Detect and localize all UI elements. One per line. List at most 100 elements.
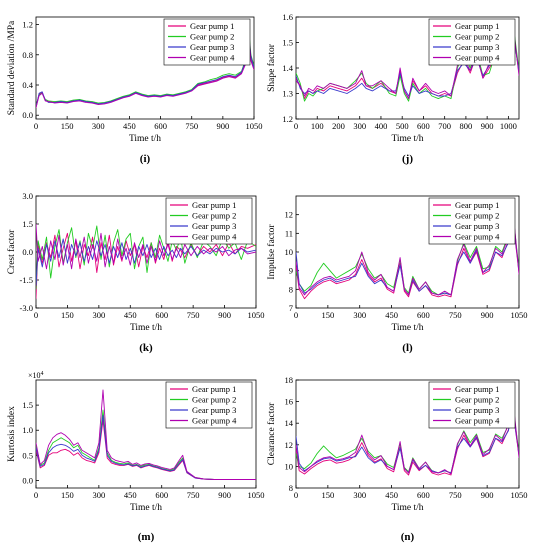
series-group — [36, 389, 256, 480]
y-tick-label: 10 — [285, 247, 294, 257]
x-tick-label: 900 — [218, 310, 231, 320]
x-tick-label: 900 — [216, 121, 229, 131]
panel-caption: (k) — [139, 342, 153, 354]
x-tick-label: 900 — [481, 310, 494, 320]
x-tick-label: 600 — [417, 121, 430, 131]
series-line-4 — [296, 214, 519, 296]
y-tick-label: 1.3 — [282, 89, 293, 99]
chart-panel-l: 0 150 300 450 600 750 900 1050 7 8 9 10 11 12 Time t/h… — [266, 195, 528, 354]
x-tick-label: 0 — [34, 121, 38, 131]
y-tick-label: 16 — [285, 397, 294, 407]
y-tick-label: 1.5 — [282, 38, 293, 48]
x-axis-label: Time t/h — [130, 323, 162, 333]
y-tick-label: 12 — [285, 210, 294, 220]
y-tick-label: 11 — [285, 228, 293, 238]
y-axis-label: Kurtosis index — [7, 406, 17, 462]
x-tick-label: 0 — [294, 310, 298, 320]
y-tick-label: 1.6 — [282, 12, 293, 22]
y-tick-label: 0.5 — [22, 450, 33, 460]
x-tick-label: 600 — [417, 490, 430, 500]
x-tick-label: 300 — [92, 490, 105, 500]
x-tick-label: 1050 — [248, 310, 265, 320]
x-tick-label: 900 — [218, 490, 231, 500]
x-tick-label: 750 — [187, 310, 200, 320]
legend-label: Gear pump 1 — [455, 384, 499, 394]
legend-label: Gear pump 1 — [190, 21, 234, 31]
chart-panel-m: 0 150 300 450 600 750 900 1050 0.0 0.5 1.0 1.5 Time … — [7, 371, 265, 543]
legend-label: Gear pump 3 — [190, 42, 234, 52]
series-group — [296, 401, 519, 476]
series-line-4 — [296, 401, 519, 475]
y-tick-label: 0.0 — [22, 475, 33, 485]
plot-frame — [295, 379, 520, 489]
exponent-label: ×104 — [28, 371, 44, 380]
plot-frame — [35, 379, 257, 489]
legend-label: Gear pump 3 — [192, 405, 236, 415]
legend-label: Gear pump 4 — [192, 232, 237, 242]
x-axis-label: Time t/h — [391, 323, 423, 333]
y-tick-label: 0.0 — [22, 110, 33, 120]
y-tick-label: 8 — [289, 284, 293, 294]
series-line-4 — [296, 26, 519, 100]
y-axis-label: Impulse factor — [266, 224, 277, 280]
chart-panel-k: 0 150 300 450 600 750 900 1050 -3.0 -1.5 0.0 1.5 3.0… — [6, 191, 265, 354]
panel-caption: (i) — [140, 153, 151, 165]
x-tick-label: 300 — [353, 310, 366, 320]
legend-label: Gear pump 1 — [192, 384, 236, 394]
series-line-4 — [36, 223, 256, 270]
x-tick-label: 150 — [321, 310, 334, 320]
x-tick-label: 0 — [294, 121, 298, 131]
series-line-1 — [296, 221, 519, 300]
y-tick-label: 8 — [289, 483, 293, 493]
x-tick-label: 450 — [123, 121, 136, 131]
x-axis-label: Time t/h — [391, 134, 423, 144]
chart-panel-j: 0 100 200 300 400 500 600 700 800 900 1000 1.2 1.3 1.… — [266, 12, 520, 165]
legend-label: Gear pump 2 — [192, 211, 236, 221]
legend-label: Gear pump 4 — [192, 416, 237, 426]
y-tick-label: 18 — [285, 375, 294, 385]
series-line-1 — [296, 411, 519, 476]
series-line-3 — [36, 35, 254, 108]
y-tick-label: 14 — [285, 418, 294, 428]
x-tick-label: 600 — [154, 121, 167, 131]
y-tick-label: 0.4 — [22, 80, 33, 90]
x-tick-label: 1050 — [248, 490, 265, 500]
x-tick-label: 0 — [34, 310, 38, 320]
legend-label: Gear pump 4 — [190, 53, 235, 63]
x-tick-label: 150 — [61, 310, 74, 320]
legend-label: Gear pump 3 — [455, 221, 499, 231]
y-tick-label: 1.2 — [282, 114, 293, 124]
x-tick-label: 500 — [396, 121, 409, 131]
chart-panel-i: 0 150 300 450 600 750 900 1050 0.0 0.4 0.8 1.2 Time … — [7, 16, 263, 165]
x-tick-label: 450 — [124, 490, 137, 500]
x-tick-label: 750 — [449, 490, 462, 500]
x-tick-label: 300 — [92, 121, 105, 131]
x-tick-label: 600 — [155, 310, 168, 320]
legend-label: Gear pump 4 — [455, 232, 500, 242]
panel-caption: (j) — [402, 153, 413, 165]
series-line-1 — [36, 419, 256, 480]
y-tick-label: -1.5 — [20, 275, 33, 285]
x-tick-label: 150 — [321, 490, 334, 500]
panel-caption: (l) — [402, 342, 413, 354]
legend-label: Gear pump 2 — [455, 211, 499, 221]
y-tick-label: 0.8 — [22, 50, 33, 60]
y-tick-label: 1.4 — [282, 63, 293, 73]
y-tick-label: 1.2 — [22, 20, 33, 30]
x-axis-label: Time t/h — [130, 503, 162, 513]
x-tick-label: 150 — [61, 121, 74, 131]
x-tick-label: 1050 — [511, 310, 528, 320]
y-axis-label: Crest factor — [6, 229, 17, 274]
x-axis-label: Time t/h — [391, 503, 423, 513]
x-tick-label: 150 — [61, 490, 74, 500]
y-tick-label: 0.0 — [22, 247, 33, 257]
legend-box — [428, 381, 516, 429]
panel-caption: (m) — [138, 531, 155, 543]
legend-label: Gear pump 1 — [455, 21, 499, 31]
legend-label: Gear pump 3 — [455, 42, 499, 52]
legend-label: Gear pump 2 — [190, 32, 234, 42]
x-tick-label: 0 — [294, 490, 298, 500]
x-tick-label: 0 — [34, 490, 38, 500]
y-axis-label: Clearance factor — [266, 402, 277, 465]
y-tick-label: 1.5 — [22, 400, 33, 410]
